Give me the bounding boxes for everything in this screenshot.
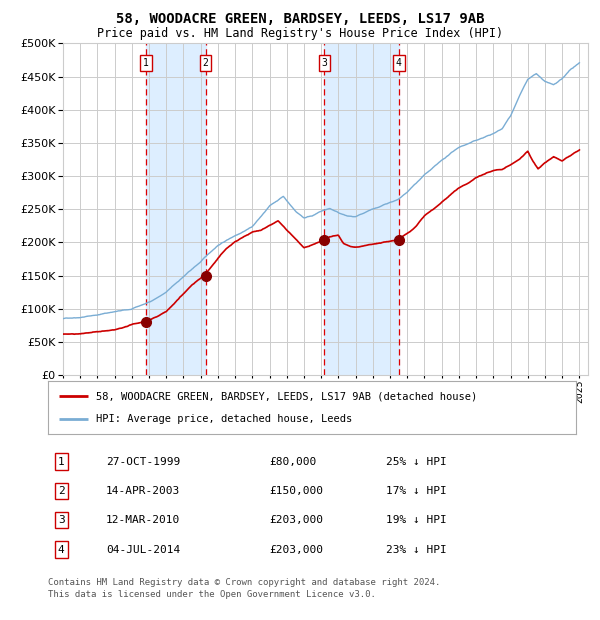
Text: 2: 2: [58, 486, 65, 496]
Text: 4: 4: [396, 58, 401, 68]
Text: This data is licensed under the Open Government Licence v3.0.: This data is licensed under the Open Gov…: [48, 590, 376, 600]
Text: 4: 4: [58, 544, 65, 554]
Text: £203,000: £203,000: [270, 515, 324, 525]
Text: 04-JUL-2014: 04-JUL-2014: [106, 544, 181, 554]
Text: 19% ↓ HPI: 19% ↓ HPI: [386, 515, 446, 525]
Text: £203,000: £203,000: [270, 544, 324, 554]
Text: 3: 3: [322, 58, 328, 68]
Text: 14-APR-2003: 14-APR-2003: [106, 486, 181, 496]
Text: 1: 1: [58, 456, 65, 466]
Text: 58, WOODACRE GREEN, BARDSEY, LEEDS, LS17 9AB (detached house): 58, WOODACRE GREEN, BARDSEY, LEEDS, LS17…: [95, 391, 477, 401]
Text: 1: 1: [143, 58, 149, 68]
Text: HPI: Average price, detached house, Leeds: HPI: Average price, detached house, Leed…: [95, 414, 352, 424]
Text: Price paid vs. HM Land Registry's House Price Index (HPI): Price paid vs. HM Land Registry's House …: [97, 27, 503, 40]
Text: 12-MAR-2010: 12-MAR-2010: [106, 515, 181, 525]
Bar: [146, 43, 206, 375]
Text: 27-OCT-1999: 27-OCT-1999: [106, 456, 181, 466]
Bar: [325, 43, 398, 375]
Text: 25% ↓ HPI: 25% ↓ HPI: [386, 456, 446, 466]
Text: 23% ↓ HPI: 23% ↓ HPI: [386, 544, 446, 554]
Text: Contains HM Land Registry data © Crown copyright and database right 2024.: Contains HM Land Registry data © Crown c…: [48, 578, 440, 587]
Text: 17% ↓ HPI: 17% ↓ HPI: [386, 486, 446, 496]
Text: £80,000: £80,000: [270, 456, 317, 466]
Text: 3: 3: [58, 515, 65, 525]
Text: 58, WOODACRE GREEN, BARDSEY, LEEDS, LS17 9AB: 58, WOODACRE GREEN, BARDSEY, LEEDS, LS17…: [116, 12, 484, 27]
Text: 2: 2: [203, 58, 208, 68]
Text: £150,000: £150,000: [270, 486, 324, 496]
